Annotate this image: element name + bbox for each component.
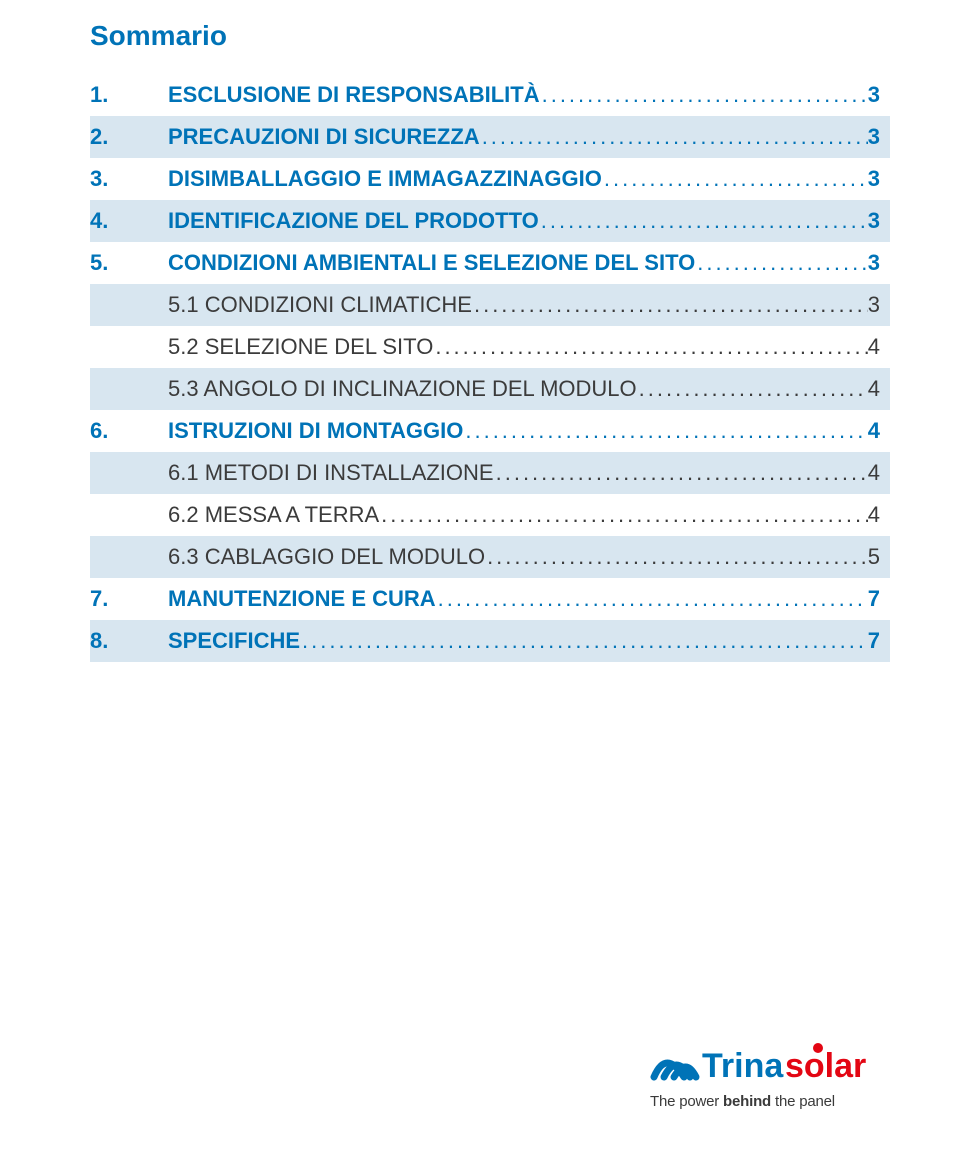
- toc-page: 7: [868, 628, 886, 654]
- toc-number: 5.: [90, 250, 168, 276]
- toc-page: 4: [868, 418, 886, 444]
- toc-row[interactable]: 5.CONDIZIONI AMBIENTALI E SELEZIONE DEL …: [90, 242, 890, 284]
- toc-row[interactable]: 6.2 MESSA A TERRA 4: [90, 494, 890, 536]
- toc-page: 3: [868, 292, 886, 318]
- toc-leader: [485, 544, 868, 570]
- toc-label: 5.1 CONDIZIONI CLIMATICHE: [168, 292, 472, 318]
- toc-leader: [463, 418, 867, 444]
- toc-row[interactable]: 8.SPECIFICHE 7: [90, 620, 890, 662]
- toc-leader: [472, 292, 868, 318]
- toc-row[interactable]: 6.ISTRUZIONI DI MONTAGGIO 4: [90, 410, 890, 452]
- toc-page: 4: [868, 376, 886, 402]
- toc-number: 3.: [90, 166, 168, 192]
- toc-label: 6.2 MESSA A TERRA: [168, 502, 379, 528]
- toc-row[interactable]: 5.2 SELEZIONE DEL SITO 4: [90, 326, 890, 368]
- toc-leader: [539, 208, 868, 234]
- toc-label: 5.3 ANGOLO DI INCLINAZIONE DEL MODULO: [168, 376, 637, 402]
- toc-label: SPECIFICHE: [168, 628, 300, 654]
- toc-page: 7: [868, 586, 886, 612]
- toc-row[interactable]: 7.MANUTENZIONE E CURA 7: [90, 578, 890, 620]
- toc-page: 4: [868, 334, 886, 360]
- toc-leader: [379, 502, 868, 528]
- trinasolar-logo: Trina solar: [650, 1031, 890, 1091]
- toc-label: ISTRUZIONI DI MONTAGGIO: [168, 418, 463, 444]
- toc-row[interactable]: 4.IDENTIFICAZIONE DEL PRODOTTO 3: [90, 200, 890, 242]
- toc-page: 4: [868, 460, 886, 486]
- svg-text:solar: solar: [785, 1047, 866, 1085]
- toc-row[interactable]: 1.ESCLUSIONE DI RESPONSABILITÀ 3: [90, 74, 890, 116]
- toc-number: 6.: [90, 418, 168, 444]
- toc-label: PRECAUZIONI DI SICUREZZA: [168, 124, 480, 150]
- toc-row[interactable]: 6.1 METODI DI INSTALLAZIONE 4: [90, 452, 890, 494]
- toc-label: CONDIZIONI AMBIENTALI E SELEZIONE DEL SI…: [168, 250, 695, 276]
- brand-logo: Trina solar The power behind the panel: [650, 1031, 890, 1110]
- toc-leader: [602, 166, 868, 192]
- toc-page: 3: [868, 250, 886, 276]
- toc-page: 3: [868, 82, 886, 108]
- toc-label: ESCLUSIONE DI RESPONSABILITÀ: [168, 82, 540, 108]
- toc-row[interactable]: 2.PRECAUZIONI DI SICUREZZA 3: [90, 116, 890, 158]
- toc-label: IDENTIFICAZIONE DEL PRODOTTO: [168, 208, 539, 234]
- toc-page: 3: [868, 124, 886, 150]
- page: Sommario 1.ESCLUSIONE DI RESPONSABILITÀ 3…: [0, 0, 960, 1158]
- toc-leader: [433, 334, 867, 360]
- toc-page: 3: [868, 166, 886, 192]
- toc-leader: [695, 250, 868, 276]
- page-title: Sommario: [90, 20, 890, 52]
- toc-number: 7.: [90, 586, 168, 612]
- toc-row[interactable]: 5.3 ANGOLO DI INCLINAZIONE DEL MODULO 4: [90, 368, 890, 410]
- toc-number: 8.: [90, 628, 168, 654]
- toc-number: 2.: [90, 124, 168, 150]
- toc-row[interactable]: 5.1 CONDIZIONI CLIMATICHE 3: [90, 284, 890, 326]
- toc-leader: [436, 586, 868, 612]
- toc-label: 6.3 CABLAGGIO DEL MODULO: [168, 544, 485, 570]
- tagline-part: the panel: [771, 1093, 835, 1110]
- toc-row[interactable]: 3.DISIMBALLAGGIO E IMMAGAZZINAGGIO 3: [90, 158, 890, 200]
- toc-label: MANUTENZIONE E CURA: [168, 586, 436, 612]
- toc-leader: [637, 376, 868, 402]
- toc-page: 3: [868, 208, 886, 234]
- tagline-bold: behind: [723, 1093, 771, 1110]
- tagline-part: The power: [650, 1093, 723, 1110]
- toc-leader: [494, 460, 868, 486]
- toc-label: DISIMBALLAGGIO E IMMAGAZZINAGGIO: [168, 166, 602, 192]
- brand-tagline: The power behind the panel: [650, 1093, 890, 1110]
- toc-page: 4: [868, 502, 886, 528]
- toc-label: 5.2 SELEZIONE DEL SITO: [168, 334, 433, 360]
- toc-leader: [540, 82, 868, 108]
- toc-leader: [300, 628, 868, 654]
- toc-leader: [480, 124, 868, 150]
- toc-number: 1.: [90, 82, 168, 108]
- toc-number: 4.: [90, 208, 168, 234]
- svg-text:Trina: Trina: [702, 1047, 784, 1085]
- table-of-contents: 1.ESCLUSIONE DI RESPONSABILITÀ32.PRECAUZ…: [90, 74, 890, 662]
- toc-page: 5: [868, 544, 886, 570]
- toc-label: 6.1 METODI DI INSTALLAZIONE: [168, 460, 494, 486]
- toc-row[interactable]: 6.3 CABLAGGIO DEL MODULO 5: [90, 536, 890, 578]
